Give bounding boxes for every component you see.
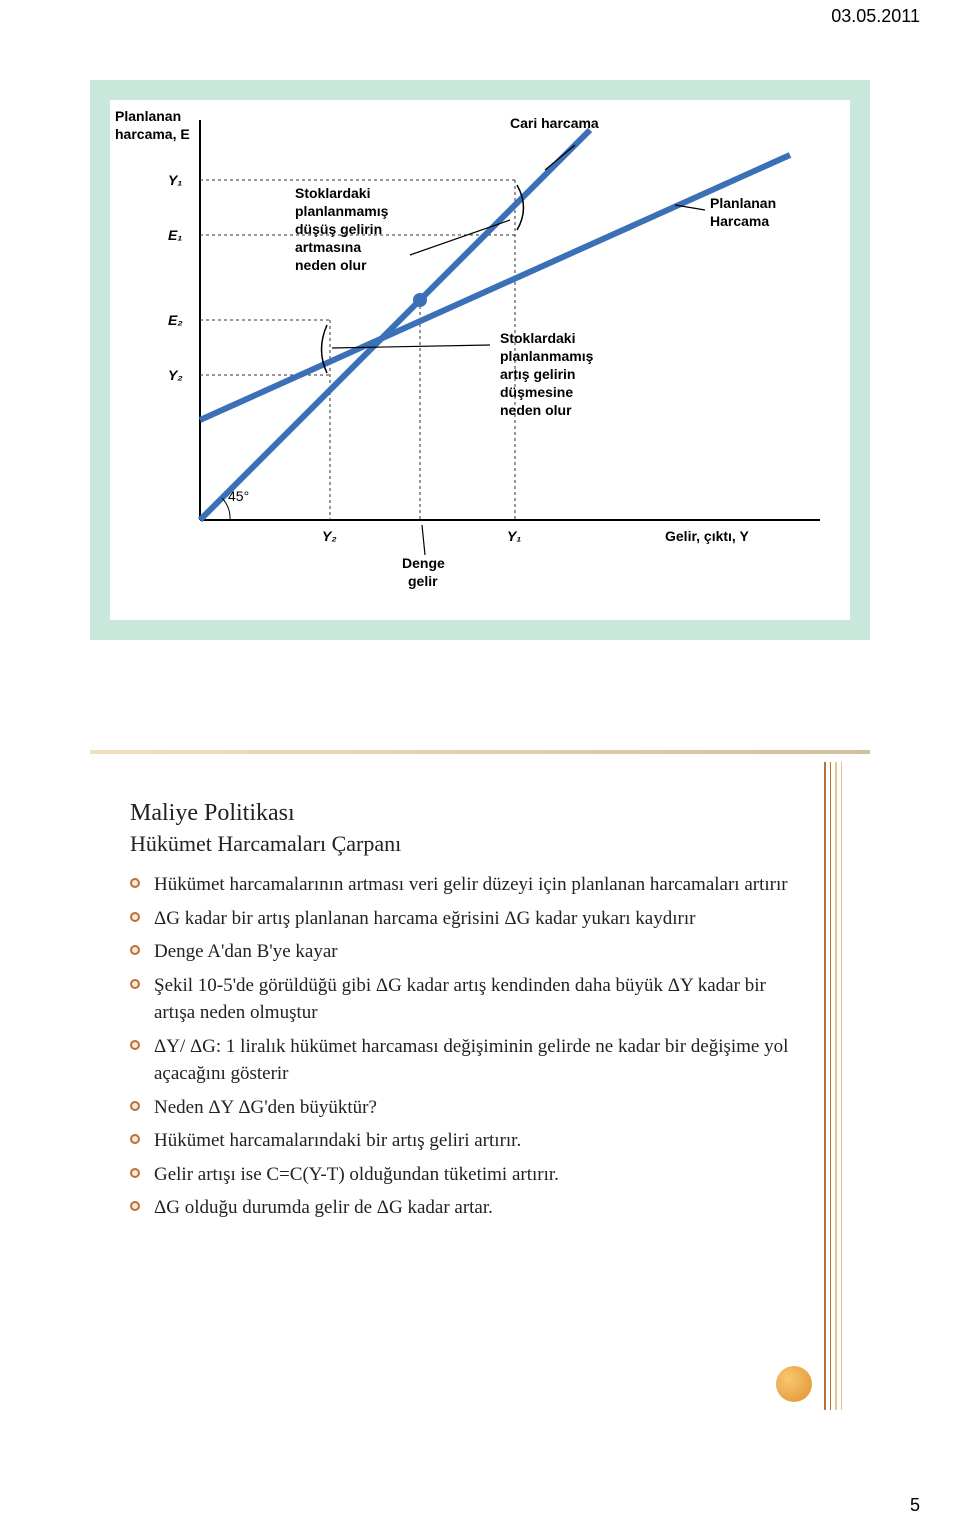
section-title: Maliye Politikası	[130, 800, 810, 827]
bullet-list: Hükümet harcamalarının artması veri geli…	[130, 871, 810, 1222]
y-axis-title-2: harcama, E	[115, 126, 190, 142]
bullet-icon	[130, 912, 140, 922]
y-tick-1: E₁	[168, 227, 182, 244]
bullet-text: Hükümet harcamalarındaki bir artış gelir…	[154, 1127, 810, 1155]
note-right-4: düşmesine	[500, 384, 573, 401]
note-right-1: Stoklardaki	[500, 330, 575, 347]
note-right-5: neden olur	[500, 402, 572, 419]
bullet-text: Denge A'dan B'ye kayar	[154, 938, 810, 966]
bullet-text: Hükümet harcamalarının artması veri geli…	[154, 871, 810, 899]
list-item: Şekil 10-5'de görüldüğü gibi ΔG kadar ar…	[130, 972, 810, 1027]
label-cari-harcama: Cari harcama	[510, 115, 599, 132]
list-item: Gelir artışı ise C=C(Y-T) olduğundan tük…	[130, 1161, 810, 1189]
label-denge-2: gelir	[408, 573, 438, 590]
note-right-2: planlanmamış	[500, 348, 593, 365]
list-item: Denge A'dan B'ye kayar	[130, 938, 810, 966]
angle-45-label: 45°	[228, 488, 249, 505]
bullet-icon	[130, 945, 140, 955]
list-item: ΔG kadar bir artış planlanan harcama eğr…	[130, 905, 810, 933]
chart-plot-area: Planlanan harcama, E Y₁ E₁ E₂ Y₂ Y₂ Y₁ G…	[110, 100, 850, 620]
bullet-text: Gelir artışı ise C=C(Y-T) olduğundan tük…	[154, 1161, 810, 1189]
bullet-text: ΔY/ ΔG: 1 liralık hükümet harcaması deği…	[154, 1033, 810, 1088]
y-tick-0: Y₁	[168, 172, 182, 189]
label-denge-1: Denge	[402, 555, 445, 572]
bullet-icon	[130, 1040, 140, 1050]
bullet-icon	[130, 1134, 140, 1144]
note-left-5: neden olur	[295, 257, 367, 274]
bullet-text: Neden ΔY ΔG'den büyüktür?	[154, 1094, 810, 1122]
x-tick-1: Y₁	[507, 528, 521, 545]
bullet-text: Şekil 10-5'de görüldüğü gibi ΔG kadar ar…	[154, 972, 810, 1027]
bullet-text: ΔG olduğu durumda gelir de ΔG kadar arta…	[154, 1194, 810, 1222]
note-left-3: düşüş gelirin	[295, 221, 382, 238]
note-left-4: artmasına	[295, 239, 361, 256]
decorative-stripes	[824, 762, 842, 1410]
page-date: 03.05.2011	[831, 6, 920, 27]
bullet-icon	[130, 979, 140, 989]
section-subtitle: Hükümet Harcamaları Çarpanı	[130, 831, 810, 857]
list-item: Hükümet harcamalarındaki bir artış gelir…	[130, 1127, 810, 1155]
bullet-icon	[130, 878, 140, 888]
x-tick-0: Y₂	[322, 528, 337, 545]
bullet-icon	[130, 1201, 140, 1211]
note-right-3: artış gelirin	[500, 366, 575, 383]
label-planlanan-2: Harcama	[710, 213, 769, 230]
list-item: ΔG olduğu durumda gelir de ΔG kadar arta…	[130, 1194, 810, 1222]
bullet-icon	[130, 1168, 140, 1178]
bullet-icon	[130, 1101, 140, 1111]
list-item: ΔY/ ΔG: 1 liralık hükümet harcaması deği…	[130, 1033, 810, 1088]
keynesian-cross-chart: Planlanan harcama, E Y₁ E₁ E₂ Y₂ Y₂ Y₁ G…	[90, 80, 870, 640]
label-planlanan-1: Planlanan	[710, 195, 776, 212]
y-axis-title-1: Planlanan	[115, 108, 181, 124]
x-axis-label: Gelir, çıktı, Y	[665, 528, 749, 545]
y-tick-2: E₂	[168, 312, 183, 329]
bullet-text: ΔG kadar bir artış planlanan harcama eğr…	[154, 905, 810, 933]
list-item: Hükümet harcamalarının artması veri geli…	[130, 871, 810, 899]
page-number: 5	[910, 1495, 920, 1516]
list-item: Neden ΔY ΔG'den büyüktür?	[130, 1094, 810, 1122]
text-panel: Maliye Politikası Hükümet Harcamaları Ça…	[90, 750, 870, 1430]
note-left-2: planlanmamış	[295, 203, 388, 220]
y-tick-3: Y₂	[168, 367, 183, 384]
note-left-1: Stoklardaki	[295, 185, 370, 202]
decorative-circle-icon	[776, 1366, 812, 1402]
